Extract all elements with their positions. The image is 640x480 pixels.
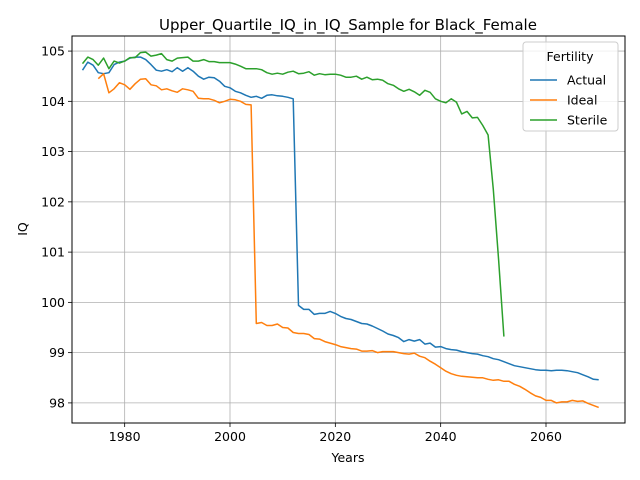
series-line-sterile xyxy=(81,51,505,337)
legend-label-sterile: Sterile xyxy=(567,113,608,128)
y-tick-label: 99 xyxy=(49,345,65,360)
x-tick-label: 2040 xyxy=(425,429,457,444)
y-axis: 98 99 100 101 102 103 104 105 xyxy=(41,44,72,410)
y-tick-label: 101 xyxy=(41,245,65,260)
legend: Fertility Actual Ideal Sterile xyxy=(522,41,619,132)
legend-items: Actual Ideal Sterile xyxy=(530,73,608,128)
series-layer xyxy=(81,51,599,409)
legend-label-ideal: Ideal xyxy=(567,93,597,108)
legend-title: Fertility xyxy=(547,49,595,64)
x-tick-label: 2020 xyxy=(319,429,351,444)
y-tick-label: 98 xyxy=(49,395,65,410)
y-tick-label: 100 xyxy=(41,295,65,310)
y-tick-label: 105 xyxy=(41,44,65,59)
y-tick-label: 102 xyxy=(41,194,65,209)
x-tick-label: 1980 xyxy=(109,429,141,444)
series-line-actual xyxy=(81,56,599,381)
chart-title: Upper_Quartile_IQ_in_IQ_Sample for Black… xyxy=(159,16,537,35)
legend-box xyxy=(522,41,619,132)
legend-label-actual: Actual xyxy=(567,73,606,88)
series-line-ideal xyxy=(97,72,599,409)
x-tick-label: 2000 xyxy=(214,429,246,444)
x-axis-label: Years xyxy=(331,450,365,465)
y-tick-label: 103 xyxy=(41,144,65,159)
y-tick-label: 104 xyxy=(41,94,65,109)
y-axis-label: IQ xyxy=(15,222,30,236)
plot-frame xyxy=(71,35,626,424)
x-tick-label: 2060 xyxy=(530,429,562,444)
x-axis: 1980 2000 2020 2040 2060 xyxy=(109,423,562,444)
